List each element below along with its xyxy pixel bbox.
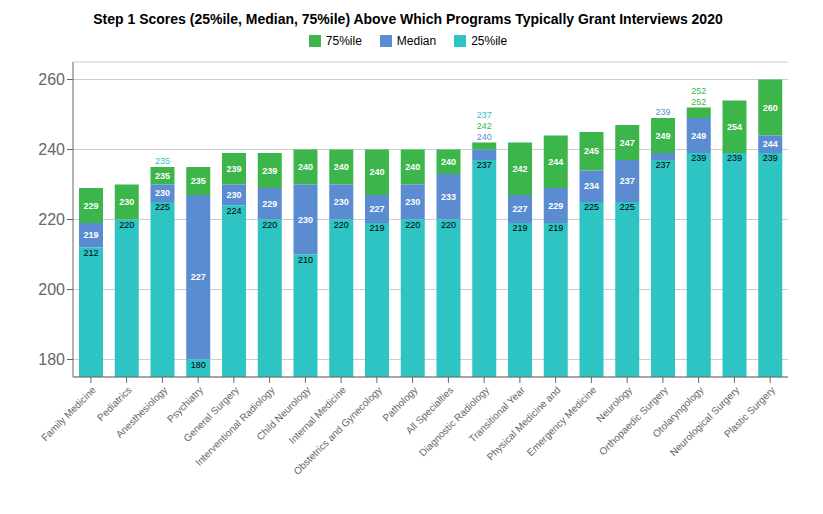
svg-text:237: 237 bbox=[477, 160, 492, 170]
svg-text:Family Medicine: Family Medicine bbox=[39, 384, 98, 443]
svg-text:Pediatrics: Pediatrics bbox=[94, 384, 134, 424]
svg-text:All Specialties: All Specialties bbox=[403, 384, 456, 437]
svg-text:Physical Medicine and: Physical Medicine and bbox=[484, 384, 563, 463]
svg-text:220: 220 bbox=[405, 220, 420, 230]
svg-text:244: 244 bbox=[548, 157, 563, 167]
svg-text:Transitional Year: Transitional Year bbox=[466, 384, 527, 445]
svg-text:237: 237 bbox=[477, 110, 492, 120]
svg-text:229: 229 bbox=[262, 199, 277, 209]
svg-text:239: 239 bbox=[226, 164, 241, 174]
svg-text:225: 225 bbox=[584, 202, 599, 212]
svg-text:Neurological Surgery: Neurological Surgery bbox=[668, 384, 742, 458]
svg-text:242: 242 bbox=[512, 164, 527, 174]
svg-text:219: 219 bbox=[83, 230, 98, 240]
svg-text:219: 219 bbox=[369, 223, 384, 233]
svg-text:225: 225 bbox=[620, 202, 635, 212]
html-text:75%ile: 75%ile bbox=[325, 34, 362, 48]
svg-text:Child Neurology: Child Neurology bbox=[254, 384, 313, 443]
svg-text:227: 227 bbox=[512, 204, 527, 214]
svg-text:Orthopaedic Surgery: Orthopaedic Surgery bbox=[597, 384, 670, 457]
svg-text:227: 227 bbox=[191, 272, 206, 282]
svg-text:240: 240 bbox=[298, 162, 313, 172]
html-text:25%ile: 25%ile bbox=[471, 34, 508, 48]
svg-text:220: 220 bbox=[262, 220, 277, 230]
svg-text:234: 234 bbox=[584, 181, 599, 191]
svg-text:260: 260 bbox=[763, 103, 778, 113]
svg-text:245: 245 bbox=[584, 146, 599, 156]
svg-text:242: 242 bbox=[477, 121, 492, 131]
svg-text:Interventional Radiology: Interventional Radiology bbox=[193, 384, 277, 468]
svg-text:180: 180 bbox=[191, 360, 206, 370]
svg-text:249: 249 bbox=[655, 131, 670, 141]
svg-text:Otolaryngology: Otolaryngology bbox=[650, 384, 706, 440]
svg-text:Obstetrics and Gynecology: Obstetrics and Gynecology bbox=[291, 384, 384, 477]
svg-text:239: 239 bbox=[262, 166, 277, 176]
svg-text:219: 219 bbox=[548, 223, 563, 233]
svg-text:249: 249 bbox=[691, 131, 706, 141]
svg-text:230: 230 bbox=[334, 197, 349, 207]
svg-text:212: 212 bbox=[83, 248, 98, 258]
svg-text:247: 247 bbox=[620, 138, 635, 148]
svg-text:235: 235 bbox=[191, 176, 206, 186]
svg-text:233: 233 bbox=[441, 192, 456, 202]
svg-text:Internal Medicine: Internal Medicine bbox=[286, 384, 349, 446]
svg-text:219: 219 bbox=[512, 223, 527, 233]
svg-text:239: 239 bbox=[691, 153, 706, 163]
svg-text:Anesthesiology: Anesthesiology bbox=[114, 384, 170, 440]
svg-text:230: 230 bbox=[155, 188, 170, 198]
html-text:Median: Median bbox=[396, 34, 437, 48]
svg-text:254: 254 bbox=[727, 122, 742, 132]
svg-text:224: 224 bbox=[226, 206, 241, 216]
svg-text:229: 229 bbox=[83, 201, 98, 211]
svg-text:Neurology: Neurology bbox=[594, 384, 635, 425]
svg-text:Pathology: Pathology bbox=[380, 384, 420, 424]
svg-text:235: 235 bbox=[155, 171, 170, 181]
svg-text:229: 229 bbox=[548, 201, 563, 211]
svg-text:230: 230 bbox=[405, 197, 420, 207]
html-text:Step 1 Scores (25%ile, Median,: Step 1 Scores (25%ile, Median, 75%ile) A… bbox=[93, 11, 723, 27]
svg-text:230: 230 bbox=[298, 215, 313, 225]
svg-text:237: 237 bbox=[655, 160, 670, 170]
svg-text:240: 240 bbox=[334, 162, 349, 172]
svg-text:Diagnostic Radiology: Diagnostic Radiology bbox=[417, 384, 491, 458]
svg-text:240: 240 bbox=[369, 167, 384, 177]
svg-text:240: 240 bbox=[441, 157, 456, 167]
svg-text:Plastic Surgery: Plastic Surgery bbox=[722, 384, 777, 439]
svg-text:220: 220 bbox=[441, 220, 456, 230]
svg-text:220: 220 bbox=[119, 220, 134, 230]
svg-text:200: 200 bbox=[38, 281, 65, 298]
svg-text:230: 230 bbox=[119, 197, 134, 207]
svg-text:244: 244 bbox=[763, 139, 778, 149]
svg-text:239: 239 bbox=[727, 153, 742, 163]
svg-text:240: 240 bbox=[477, 132, 492, 142]
svg-text:210: 210 bbox=[298, 255, 313, 265]
svg-text:237: 237 bbox=[620, 176, 635, 186]
svg-text:227: 227 bbox=[369, 204, 384, 214]
svg-text:240: 240 bbox=[405, 162, 420, 172]
svg-text:239: 239 bbox=[655, 107, 670, 117]
svg-text:Emergency Medicine: Emergency Medicine bbox=[525, 384, 599, 458]
svg-text:235: 235 bbox=[155, 156, 170, 166]
svg-text:General Surgery: General Surgery bbox=[181, 384, 241, 444]
svg-text:240: 240 bbox=[38, 141, 65, 158]
svg-text:220: 220 bbox=[38, 211, 65, 228]
svg-text:252: 252 bbox=[691, 86, 706, 96]
svg-text:225: 225 bbox=[155, 202, 170, 212]
svg-text:239: 239 bbox=[763, 153, 778, 163]
svg-text:230: 230 bbox=[226, 190, 241, 200]
svg-text:220: 220 bbox=[334, 220, 349, 230]
svg-text:252: 252 bbox=[691, 97, 706, 107]
svg-text:180: 180 bbox=[38, 351, 65, 368]
svg-text:Psychiatry: Psychiatry bbox=[164, 384, 206, 425]
svg-text:260: 260 bbox=[38, 71, 65, 88]
